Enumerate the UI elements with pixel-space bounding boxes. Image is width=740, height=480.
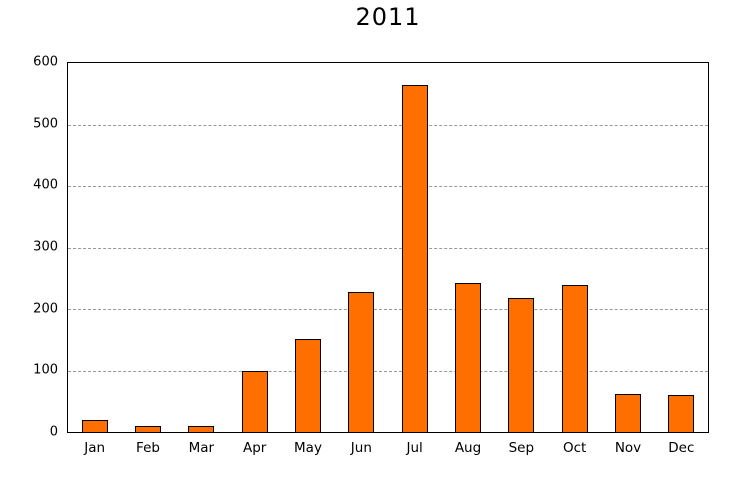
- x-tick-label-sep: Sep: [508, 440, 535, 456]
- x-tick-label-may: May: [294, 440, 322, 456]
- x-tick-label-nov: Nov: [614, 440, 642, 456]
- gridline-300: [68, 247, 708, 249]
- bar-mar: [188, 426, 214, 432]
- bar-jun: [348, 292, 374, 432]
- bar-jan: [82, 420, 108, 432]
- x-tick-label-feb: Feb: [136, 440, 160, 456]
- x-tick-label-jan: Jan: [84, 440, 106, 456]
- bar-feb: [135, 426, 161, 432]
- bar-may: [295, 339, 321, 432]
- x-tick-label-mar: Mar: [188, 440, 215, 456]
- gridline-200: [68, 309, 708, 310]
- bar-dec: [668, 395, 694, 432]
- x-tick-label-jul: Jul: [406, 440, 423, 456]
- y-tick-label-0: 0: [49, 424, 58, 440]
- y-tick-label-200: 200: [33, 301, 58, 317]
- y-tick-label-400: 400: [33, 177, 58, 193]
- gridline-100: [68, 370, 708, 372]
- bar-oct: [562, 285, 588, 432]
- gridline-400: [68, 186, 708, 187]
- bar-apr: [242, 371, 268, 432]
- chart-title: 2011: [355, 3, 421, 31]
- x-tick-label-aug: Aug: [454, 440, 482, 456]
- bar-jul: [402, 85, 428, 432]
- bar-nov: [615, 394, 641, 432]
- y-tick-label-500: 500: [33, 116, 58, 132]
- x-tick-label-dec: Dec: [668, 440, 695, 456]
- y-tick-label-300: 300: [33, 239, 58, 255]
- bar-sep: [508, 298, 534, 432]
- x-tick-label-apr: Apr: [242, 440, 267, 456]
- y-tick-label-600: 600: [33, 54, 58, 70]
- y-tick-label-100: 100: [33, 362, 58, 378]
- x-tick-label-oct: Oct: [562, 440, 587, 456]
- bar-aug: [455, 283, 481, 432]
- x-tick-label-jun: Jun: [350, 440, 372, 456]
- gridline-500: [68, 124, 708, 126]
- plot-area: [67, 62, 709, 433]
